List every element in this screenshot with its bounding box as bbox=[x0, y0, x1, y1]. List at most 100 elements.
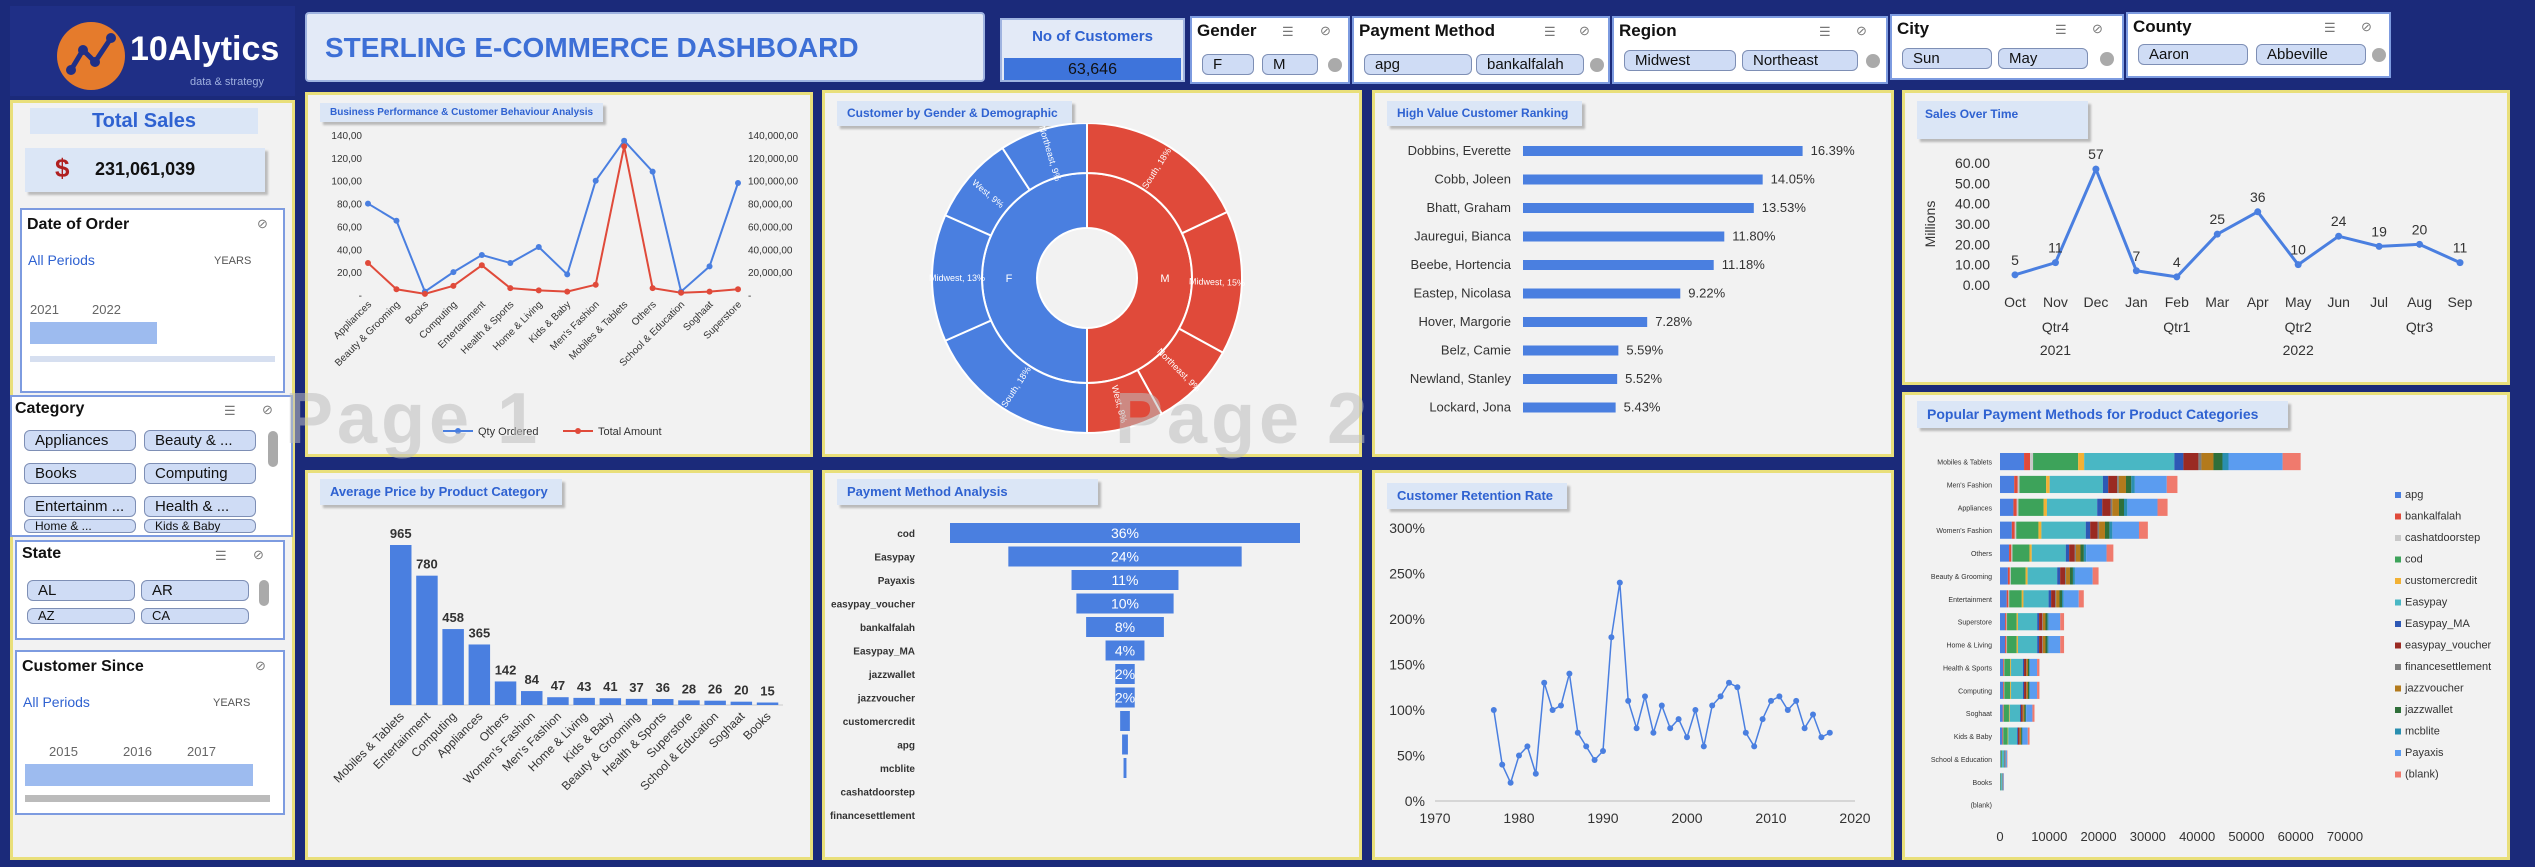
slicer-city-item[interactable]: May bbox=[1998, 48, 2088, 69]
timeline-order-unit[interactable]: YEARS bbox=[214, 255, 252, 267]
slicer-category-item[interactable]: Computing bbox=[144, 463, 256, 484]
avg-price-value-label: 965 bbox=[390, 526, 412, 541]
stacked-bar-segment bbox=[2000, 750, 2002, 768]
multi-select-icon[interactable]: ☰ bbox=[1282, 24, 1294, 39]
slicer-state-item[interactable]: AZ bbox=[27, 608, 135, 624]
clear-filter-icon[interactable]: ⊘ bbox=[1320, 23, 1331, 38]
stacked-bar-segment bbox=[2008, 727, 2018, 745]
timeline-date-of-order[interactable]: Date of Order ⊘ All Periods YEARS 2021 2… bbox=[20, 208, 285, 393]
slicer-category-item[interactable]: Home & ... bbox=[24, 519, 136, 533]
retention-point bbox=[1734, 684, 1741, 691]
category-label: (blank) bbox=[1971, 803, 1992, 810]
slicer-city-item[interactable]: Sun bbox=[1902, 48, 1992, 69]
clear-filter-icon[interactable]: ⊘ bbox=[2361, 19, 2372, 34]
sales-point bbox=[2051, 259, 2059, 267]
slicer-region-item[interactable]: Northeast bbox=[1742, 50, 1858, 71]
slicer-state-item[interactable]: AR bbox=[141, 580, 249, 601]
y-tick-label: 300% bbox=[1389, 523, 1425, 536]
clear-filter-icon[interactable]: ⊘ bbox=[1856, 23, 1867, 38]
multi-select-icon[interactable]: ☰ bbox=[215, 548, 227, 563]
timeline-scrollbar[interactable] bbox=[30, 356, 275, 362]
slicer-category-item[interactable]: Entertainm ... bbox=[24, 496, 136, 517]
kpi-sales-box: $ 231,061,039 bbox=[25, 148, 265, 192]
y-tick-label: 100% bbox=[1389, 702, 1425, 718]
stacked-bar-segment bbox=[2069, 544, 2075, 562]
slicer-state-item[interactable]: AL bbox=[27, 580, 135, 601]
slicer-category-item[interactable]: Beauty & ... bbox=[144, 430, 256, 451]
slicer-scrollbar[interactable] bbox=[259, 580, 269, 606]
scroll-handle[interactable] bbox=[1328, 58, 1342, 72]
legend-label: (blank) bbox=[2405, 769, 2439, 781]
scroll-handle[interactable] bbox=[1590, 58, 1604, 72]
timeline-bar[interactable] bbox=[30, 322, 158, 344]
slicer-payment[interactable]: Payment Method ☰ ⊘ apg bankalfalah bbox=[1352, 16, 1610, 84]
qty-ordered-point bbox=[507, 260, 514, 266]
clear-filter-icon[interactable]: ⊘ bbox=[257, 216, 268, 231]
slicer-gender-item[interactable]: M bbox=[1262, 54, 1318, 75]
stacked-bar-segment bbox=[2022, 681, 2025, 699]
stacked-bar-segment bbox=[2005, 636, 2007, 654]
slicer-category-item[interactable]: Health & ... bbox=[144, 496, 256, 517]
slicer-gender-item[interactable]: F bbox=[1202, 54, 1254, 75]
slicer-payment-item[interactable]: apg bbox=[1364, 54, 1472, 75]
legend-swatch bbox=[2395, 513, 2401, 520]
category-label: Books bbox=[1973, 780, 1993, 787]
timeline-since-unit[interactable]: YEARS bbox=[213, 697, 251, 709]
clear-filter-icon[interactable]: ⊘ bbox=[2092, 21, 2103, 36]
scroll-handle[interactable] bbox=[1866, 54, 1880, 68]
scroll-handle[interactable] bbox=[2372, 48, 2386, 62]
payment-method-label: jazzvoucher bbox=[857, 694, 915, 705]
clear-filter-icon[interactable]: ⊘ bbox=[255, 658, 266, 673]
clear-filter-icon[interactable]: ⊘ bbox=[1579, 23, 1590, 38]
multi-select-icon[interactable]: ☰ bbox=[1544, 24, 1556, 39]
category-label: Kids & Baby bbox=[1954, 734, 1993, 741]
ranking-value-label: 11.80% bbox=[1732, 229, 1776, 244]
clear-filter-icon[interactable]: ⊘ bbox=[253, 547, 264, 562]
total-amount-point bbox=[535, 287, 542, 294]
payment-method-label: apg bbox=[897, 741, 915, 752]
total-amount-point bbox=[706, 288, 713, 295]
slicer-county-item[interactable]: Aaron bbox=[2138, 44, 2248, 65]
slicer-category-item[interactable]: Appliances bbox=[24, 430, 136, 451]
timeline-bar[interactable] bbox=[25, 764, 253, 786]
slicer-region-item[interactable]: Midwest bbox=[1624, 50, 1736, 71]
stacked-bar-segment bbox=[2016, 636, 2018, 654]
slicer-state[interactable]: State ☰ ⊘ AL AR AZ CA bbox=[15, 540, 285, 640]
ranking-bar bbox=[1523, 345, 1619, 356]
y-tick-label: 100,00 bbox=[331, 177, 362, 188]
slicer-county-item[interactable]: Abbeville bbox=[2256, 44, 2366, 65]
multi-select-icon[interactable]: ☰ bbox=[2324, 20, 2336, 35]
scroll-handle[interactable] bbox=[2100, 52, 2114, 66]
timeline-order-title: Date of Order bbox=[27, 216, 130, 233]
multi-select-icon[interactable]: ☰ bbox=[1819, 24, 1831, 39]
slicer-county[interactable]: County ☰ ⊘ Aaron Abbeville bbox=[2126, 12, 2391, 78]
slicer-category-item[interactable]: Kids & Baby bbox=[144, 519, 256, 533]
timeline-scrollbar[interactable] bbox=[25, 795, 270, 802]
legend-label: financesettlement bbox=[2405, 661, 2491, 673]
slicer-gender[interactable]: Gender ☰ ⊘ F M bbox=[1190, 16, 1350, 84]
payment-method-label: bankalfalah bbox=[860, 623, 915, 634]
legend-label: jazzwallet bbox=[2404, 704, 2453, 716]
ranking-bar bbox=[1523, 174, 1763, 185]
legend-label: Payaxis bbox=[2405, 747, 2444, 759]
slicer-category[interactable]: Category ☰ ⊘ Appliances Beauty & ... Boo… bbox=[10, 395, 293, 537]
slicer-category-item[interactable]: Books bbox=[24, 463, 136, 484]
stacked-bar-segment bbox=[2011, 544, 2013, 562]
stacked-bar-segment bbox=[2000, 567, 2008, 585]
y-tick-label: 250% bbox=[1389, 566, 1425, 582]
sales-point bbox=[2416, 240, 2424, 248]
slicer-state-item[interactable]: CA bbox=[141, 608, 249, 624]
slicer-city[interactable]: City ☰ ⊘ Sun May bbox=[1890, 14, 2124, 80]
slicer-region[interactable]: Region ☰ ⊘ Midwest Northeast bbox=[1612, 16, 1888, 84]
stacked-bar-segment bbox=[2037, 681, 2040, 699]
timeline-year-label: 2022 bbox=[92, 302, 121, 317]
slicer-payment-item[interactable]: bankalfalah bbox=[1476, 54, 1584, 75]
stacked-bar-segment bbox=[2013, 498, 2017, 516]
legend-label: cod bbox=[2405, 554, 2423, 566]
multi-select-icon[interactable]: ☰ bbox=[2055, 22, 2067, 37]
sales-over-time-chart: Millions 60.00 50.00 40.00 30.00 20.00 10.00 0.… bbox=[1922, 146, 2473, 358]
clear-filter-icon[interactable]: ⊘ bbox=[262, 402, 273, 417]
slicer-scrollbar[interactable] bbox=[268, 431, 278, 467]
multi-select-icon[interactable]: ☰ bbox=[224, 403, 236, 418]
timeline-customer-since[interactable]: Customer Since ⊘ All Periods YEARS 2015 … bbox=[15, 650, 285, 815]
